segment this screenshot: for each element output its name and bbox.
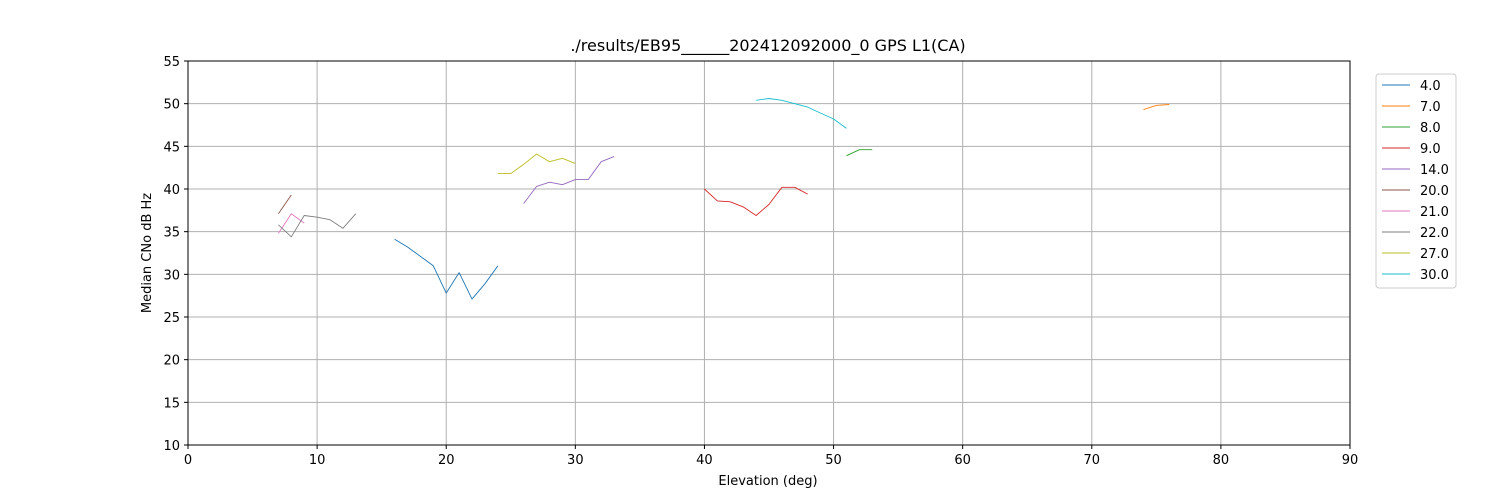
series-line-14.0: [523, 156, 615, 204]
series-line-20.0: [278, 194, 292, 214]
legend: 4.0 7.0 8.0 9.0 14.0 20.0 21.0 22.0 27.0 30.0: [1375, 73, 1457, 289]
series-line-4.0: [394, 238, 499, 300]
plot-area: [278, 98, 1170, 300]
y-tick-label: 10: [163, 439, 180, 454]
y-tick-label: 45: [163, 140, 180, 155]
series-line-9.0: [704, 186, 808, 216]
x-tick-label: 60: [954, 453, 971, 468]
y-tick-label: 25: [163, 311, 180, 326]
legend-label: 9.0: [1420, 142, 1441, 157]
series-line-22.0: [278, 213, 357, 238]
x-tick-label: 0: [184, 453, 192, 468]
x-axis-label: Elevation (deg): [718, 474, 817, 489]
grid: [187, 60, 1351, 446]
legend-label: 27.0: [1420, 247, 1449, 262]
x-tick-label: 50: [825, 453, 842, 468]
chart-title: ./results/EB95______202412092000_0 GPS L…: [570, 36, 965, 56]
y-tick-label: 20: [163, 354, 180, 369]
x-tick-label: 90: [1342, 453, 1359, 468]
x-tick-label: 40: [696, 453, 713, 468]
legend-label: 7.0: [1420, 100, 1441, 115]
x-tick-label: 10: [309, 453, 326, 468]
legend-label: 14.0: [1420, 163, 1449, 178]
y-tick-label: 50: [163, 98, 180, 113]
legend-label: 30.0: [1420, 268, 1449, 283]
y-tick-label: 55: [163, 55, 180, 70]
legend-label: 21.0: [1420, 205, 1449, 220]
y-axis-label: Median CNo dB Hz: [140, 193, 155, 313]
axes-frame: [187, 60, 1351, 446]
legend-label: 4.0: [1420, 79, 1441, 94]
y-tick-label: 30: [163, 268, 180, 283]
x-tick-label: 20: [438, 453, 455, 468]
y-tick-label: 35: [163, 226, 180, 241]
x-tick-label: 30: [567, 453, 584, 468]
legend-label: 8.0: [1420, 121, 1441, 136]
legend-label: 20.0: [1420, 184, 1449, 199]
x-tick-label: 70: [1084, 453, 1101, 468]
y-tick-label: 15: [163, 396, 180, 411]
series-line-27.0: [497, 153, 576, 175]
y-tick-label: 40: [163, 183, 180, 198]
series-line-8.0: [846, 149, 873, 157]
x-tick-label: 80: [1213, 453, 1230, 468]
axes: 0 10 20 30 40 50 60 70 80 90 10 15 20 25 30 35 40 45 50 55: [163, 55, 1358, 468]
series-line-7.0: [1143, 104, 1170, 111]
legend-label: 22.0: [1420, 226, 1449, 241]
series-line-21.0: [278, 213, 305, 234]
series-line-30.0: [756, 98, 847, 129]
